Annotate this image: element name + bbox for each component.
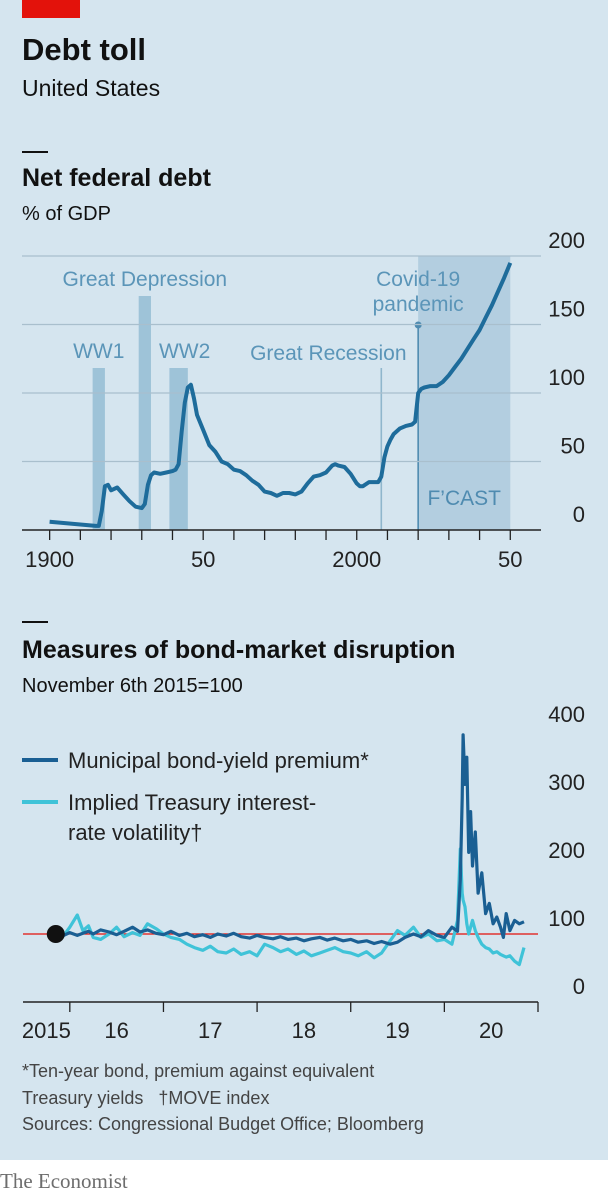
x-tick-label: 1900 <box>25 547 74 572</box>
y-tick-label: 200 <box>548 228 585 253</box>
legend-label: Municipal bond-yield premium* <box>68 748 369 773</box>
x-tick-label: 50 <box>498 547 522 572</box>
forecast-label: F’CAST <box>427 487 501 510</box>
legend-label: Implied Treasury interest-rate volatilit… <box>68 790 317 845</box>
x-tick-label: 16 <box>104 1018 128 1043</box>
period-label: WW2 <box>158 340 211 363</box>
x-tick-label: 20 <box>479 1018 503 1043</box>
period-shade <box>138 296 151 530</box>
x-tick-label: 17 <box>198 1018 222 1043</box>
event-label: Covid-19 pandemic <box>372 268 464 316</box>
period-shade <box>92 368 105 530</box>
y-tick-label: 50 <box>561 434 585 459</box>
section-rule <box>22 621 48 623</box>
y-tick-label: 150 <box>548 297 585 322</box>
y-tick-label: 400 <box>548 702 585 727</box>
section-rule <box>22 151 48 153</box>
x-tick-label: 19 <box>385 1018 409 1043</box>
x-tick-label: 50 <box>191 547 215 572</box>
data-line <box>49 262 513 528</box>
y-tick-label: 100 <box>548 365 585 390</box>
period-label: Great Depression <box>62 268 228 291</box>
footnote: *Ten-year bond, premium against equivale… <box>22 1061 375 1108</box>
y-tick-label: 0 <box>573 502 585 527</box>
base-point <box>46 925 65 943</box>
chart-title: Net federal debt <box>22 164 212 192</box>
source: Sources: Congressional Budget Office; Bl… <box>22 1114 424 1134</box>
red-tag <box>22 0 80 18</box>
data-line <box>55 847 526 967</box>
y-tick-label: 100 <box>548 906 585 931</box>
x-tick-label: 2000 <box>332 547 381 572</box>
period-label: WW1 <box>73 340 125 363</box>
chart-title: Measures of bond-market disruption <box>22 636 455 664</box>
chart-subtitle: % of GDP <box>22 203 111 225</box>
data-line <box>55 733 525 946</box>
footnote: †MOVE index <box>158 1088 270 1108</box>
y-tick-label: 200 <box>548 838 585 863</box>
title: Debt toll <box>22 32 146 67</box>
chart-subtitle: November 6th 2015=100 <box>22 675 243 697</box>
footnotes: *Ten-year bond, premium against equivale… <box>22 1058 442 1112</box>
footer-strip <box>0 1160 608 1195</box>
subtitle: United States <box>22 75 160 101</box>
brand: The Economist <box>0 1169 128 1193</box>
x-tick-label: 2015 <box>22 1018 71 1043</box>
y-tick-label: 0 <box>573 974 585 999</box>
y-tick-label: 300 <box>548 770 585 795</box>
event-label: Great Recession <box>250 342 407 365</box>
x-tick-label: 18 <box>292 1018 316 1043</box>
